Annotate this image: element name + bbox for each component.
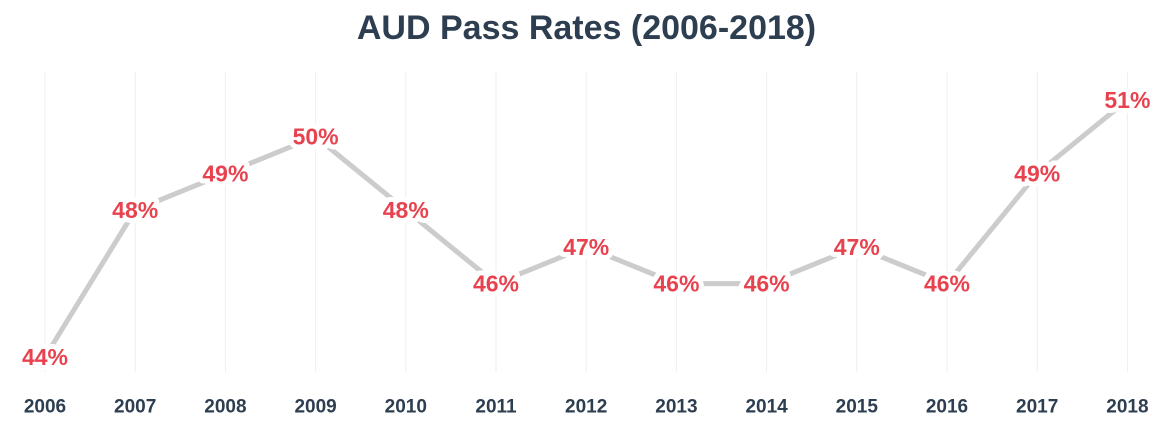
x-tick-label-2006: 2006 xyxy=(24,397,66,418)
chart-title: AUD Pass Rates (2006-2018) xyxy=(356,9,817,47)
line-layer xyxy=(42,97,1130,360)
data-label-2016: 46% xyxy=(924,271,970,297)
data-label-2014: 46% xyxy=(744,271,790,297)
x-tick-label-2012: 2012 xyxy=(565,397,607,418)
x-tick-label-2007: 2007 xyxy=(114,397,156,418)
grid-layer xyxy=(44,72,1128,372)
data-label-2008: 49% xyxy=(202,160,248,186)
data-label-2017: 49% xyxy=(1014,160,1060,186)
x-tick-label-2016: 2016 xyxy=(926,397,968,418)
tick-layer: 2006 2007 2008 2009 2010 2011 2012 2013 2014 2015… xyxy=(24,397,1149,418)
x-tick-label-2010: 2010 xyxy=(385,397,427,418)
x-tick-label-2015: 2015 xyxy=(836,397,879,418)
series-line xyxy=(42,97,1130,360)
x-tick-label-2017: 2017 xyxy=(1016,397,1058,418)
data-label-2012: 47% xyxy=(563,234,609,260)
data-label-2013: 46% xyxy=(653,271,699,297)
data-label-2011: 46% xyxy=(473,271,519,297)
data-label-2018: 51% xyxy=(1104,87,1150,113)
x-tick-label-2018: 2018 xyxy=(1106,397,1148,418)
data-label-2007: 48% xyxy=(112,197,158,223)
data-label-2015: 47% xyxy=(834,234,880,260)
x-tick-label-2014: 2014 xyxy=(745,397,788,418)
label-layer: 44% 48% 49% 50% 48% 46% 47% 46% 46% 47% 46% 49% 51% xyxy=(17,82,1155,375)
x-tick-label-2011: 2011 xyxy=(475,397,517,418)
data-label-2006: 44% xyxy=(22,344,68,370)
x-tick-label-2009: 2009 xyxy=(294,397,336,418)
data-label-2009: 50% xyxy=(293,124,339,150)
x-tick-label-2008: 2008 xyxy=(204,397,246,418)
x-tick-label-2013: 2013 xyxy=(655,397,697,418)
data-label-2010: 48% xyxy=(383,197,429,223)
